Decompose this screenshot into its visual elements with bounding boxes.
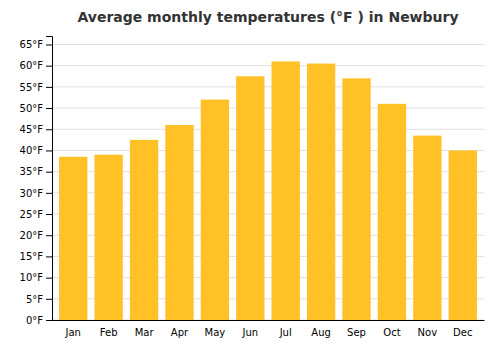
tick: 35°F bbox=[20, 166, 52, 177]
tick-label: 50°F bbox=[20, 103, 44, 114]
tick-label: Sep bbox=[347, 327, 366, 338]
bar bbox=[165, 125, 193, 320]
tick-label: Jul bbox=[279, 327, 292, 338]
tick: 60°F bbox=[20, 60, 52, 71]
tick: Dec bbox=[453, 327, 472, 338]
tick-mark bbox=[46, 235, 52, 236]
tick-label: 35°F bbox=[20, 166, 44, 177]
bar bbox=[307, 64, 335, 320]
grid-line bbox=[52, 129, 484, 130]
tick: 45°F bbox=[20, 124, 52, 135]
tick: Jul bbox=[279, 327, 292, 338]
grid-line bbox=[52, 44, 484, 45]
tick: Nov bbox=[418, 327, 438, 338]
tick: 55°F bbox=[20, 82, 52, 93]
tick: May bbox=[205, 327, 226, 338]
axis-line bbox=[53, 320, 485, 321]
tick-mark bbox=[46, 193, 52, 194]
tick: Sep bbox=[347, 327, 366, 338]
tick: Oct bbox=[383, 327, 400, 338]
tick: Mar bbox=[135, 327, 155, 338]
bar bbox=[449, 150, 477, 320]
tick-label: Dec bbox=[453, 327, 472, 338]
tick-label: 55°F bbox=[20, 82, 44, 93]
tick-label: 30°F bbox=[20, 188, 44, 199]
tick-label: 40°F bbox=[20, 145, 44, 156]
tick: Feb bbox=[100, 327, 118, 338]
grid bbox=[52, 44, 484, 320]
tick-label: Mar bbox=[135, 327, 155, 338]
bar bbox=[94, 155, 122, 320]
tick: 65°F bbox=[20, 39, 52, 50]
tick-label: 10°F bbox=[20, 272, 44, 283]
bar bbox=[378, 104, 406, 320]
tick-label: 5°F bbox=[26, 294, 43, 305]
tick: Jun bbox=[241, 327, 258, 338]
tick-label: 65°F bbox=[20, 39, 44, 50]
tick-label: 60°F bbox=[20, 60, 44, 71]
tick-mark bbox=[46, 256, 52, 257]
tick-label: Jan bbox=[65, 327, 81, 338]
tick: 40°F bbox=[20, 145, 52, 156]
tick-mark bbox=[46, 299, 52, 300]
tick-mark bbox=[46, 150, 52, 151]
bar bbox=[130, 140, 158, 320]
x-axis: Jan Feb Mar Apr May Jun Jul Aug Sep Oct Nov Dec bbox=[53, 321, 485, 339]
tick-label: Aug bbox=[311, 327, 331, 338]
tick-label: 0°F bbox=[26, 315, 43, 326]
tick-label: 45°F bbox=[20, 124, 44, 135]
tick: Apr bbox=[171, 327, 189, 338]
tick-label: May bbox=[205, 327, 226, 338]
tick-mark bbox=[46, 172, 52, 173]
axis-line bbox=[46, 37, 53, 321]
tick-label: 20°F bbox=[20, 230, 44, 241]
tick-mark bbox=[46, 87, 52, 88]
bar bbox=[201, 100, 229, 320]
tick: 15°F bbox=[20, 251, 52, 262]
bar bbox=[59, 157, 87, 320]
tick-label: 15°F bbox=[20, 251, 44, 262]
tick: 5°F bbox=[26, 294, 52, 305]
bar bbox=[272, 61, 300, 320]
grid-line bbox=[52, 108, 484, 109]
plot: 0°F 5°F 10°F 15°F 20°F 25°F 30°F 35°F 40°F 45°F 50… bbox=[20, 37, 485, 339]
tick: Aug bbox=[311, 327, 331, 338]
tick-label: Jun bbox=[241, 327, 258, 338]
tick-mark bbox=[46, 320, 52, 321]
tick-mark bbox=[46, 108, 52, 109]
tick: Jan bbox=[65, 327, 81, 338]
tick-mark bbox=[46, 66, 52, 67]
bar bbox=[342, 78, 370, 320]
y-axis: 0°F 5°F 10°F 15°F 20°F 25°F 30°F 35°F 40°F 45°F 50… bbox=[20, 37, 53, 326]
tick-label: Feb bbox=[100, 327, 118, 338]
grid-line bbox=[52, 86, 484, 87]
tick-mark bbox=[46, 129, 52, 130]
bars bbox=[59, 61, 477, 320]
tick-mark bbox=[46, 214, 52, 215]
chart: 0°F 5°F 10°F 15°F 20°F 25°F 30°F 35°F 40°F 45°F 50… bbox=[0, 0, 500, 350]
tick: 25°F bbox=[20, 209, 52, 220]
tick-mark bbox=[46, 278, 52, 279]
tick-label: Nov bbox=[418, 327, 438, 338]
tick-label: Apr bbox=[171, 327, 189, 338]
bar bbox=[413, 136, 441, 320]
tick-label: 25°F bbox=[20, 209, 44, 220]
tick: 50°F bbox=[20, 103, 52, 114]
bar bbox=[236, 76, 264, 320]
title: Average monthly temperatures (°F ) in Ne… bbox=[77, 9, 458, 25]
tick-label: Oct bbox=[383, 327, 400, 338]
tick: 0°F bbox=[26, 315, 52, 326]
grid-line bbox=[52, 65, 484, 66]
tick: 10°F bbox=[20, 272, 52, 283]
tick-mark bbox=[46, 44, 52, 45]
tick: 30°F bbox=[20, 188, 52, 199]
tick: 20°F bbox=[20, 230, 52, 241]
